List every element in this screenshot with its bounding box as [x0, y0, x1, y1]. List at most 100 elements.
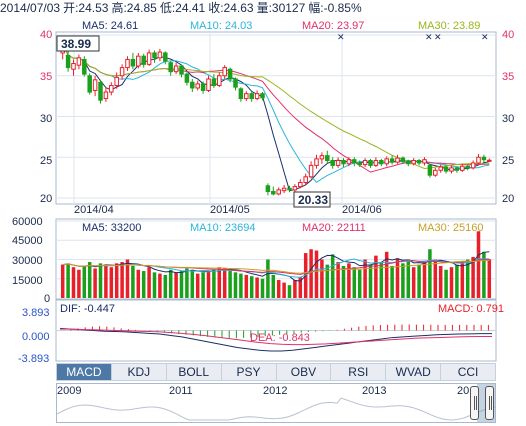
low-annotation: 20.33 [298, 193, 328, 207]
candle-body [260, 93, 265, 99]
date-label: 2014/04 [74, 204, 114, 216]
candle-body [276, 189, 281, 195]
candle-body [281, 187, 287, 192]
candle-body [325, 155, 330, 162]
tab-kdj[interactable]: KDJ [112, 364, 167, 380]
candle-body [319, 155, 325, 160]
volume-bar [357, 269, 362, 298]
volume-bar [395, 258, 400, 298]
volume-bar [363, 259, 367, 298]
volume-bar [482, 251, 486, 298]
candle-body [168, 62, 173, 73]
candle-body [368, 160, 373, 166]
candle-body [406, 160, 411, 165]
candle-body [249, 93, 254, 100]
volume-bar [438, 265, 443, 298]
quote-open: 开:24.53 [63, 1, 109, 15]
volume-bar [152, 272, 157, 298]
event-marker-icon[interactable]: ✕ [481, 33, 489, 43]
candle-body [141, 55, 146, 65]
volume-bar [406, 259, 411, 298]
tab-psy[interactable]: PSY [222, 364, 277, 380]
candle-body [373, 160, 379, 166]
volume-bar [341, 265, 346, 298]
candle-body [298, 182, 303, 188]
tab-obv[interactable]: OBV [277, 364, 332, 380]
volume-bar [104, 264, 108, 298]
ma30-line [62, 43, 490, 169]
navigator-right-handle[interactable] [485, 386, 494, 420]
tab-rsi[interactable]: RSI [331, 364, 387, 380]
candle-body [400, 157, 406, 162]
price-tick-left: 30 [40, 113, 52, 125]
candle-body [443, 166, 449, 172]
candle-body [238, 88, 244, 100]
dea-line [60, 328, 493, 346]
volume-bar [422, 262, 427, 298]
volume-bar [293, 280, 297, 298]
vol-ma10-label: MA10: 23694 [190, 222, 255, 234]
range-navigator[interactable]: 2009 2011 2012 2013 20 [56, 383, 496, 423]
indicator-tabs: MACD KDJ BOLL PSY OBV RSI WVAD CCI [56, 363, 496, 381]
candle-body [330, 160, 335, 166]
event-marker-icon[interactable]: ✕ [425, 33, 433, 43]
volume-bar [417, 264, 421, 298]
candle-body [427, 164, 433, 176]
volume-bar [136, 269, 141, 298]
candle-body [357, 162, 362, 166]
candle-body [449, 167, 454, 172]
event-marker-icon[interactable]: ✕ [337, 33, 345, 43]
volume-bar [168, 269, 173, 298]
volume-bar [109, 267, 114, 298]
vol-ma5-label: MA5: 33200 [82, 222, 141, 234]
candle-body [152, 52, 157, 59]
volume-bar [228, 271, 232, 298]
event-marker-icon[interactable]: ✕ [434, 33, 442, 43]
volume-bar [444, 269, 448, 298]
candle-body [411, 160, 416, 165]
price-tick-left: 40 [40, 29, 52, 41]
candle-body [190, 81, 195, 89]
vol-ma20-label: MA20: 22111 [302, 222, 366, 234]
volume-bar [158, 273, 162, 298]
volume-bar [190, 269, 195, 298]
navigator-left-handle[interactable] [470, 386, 479, 420]
tab-boll[interactable]: BOLL [167, 364, 222, 380]
volume-bar [449, 267, 454, 298]
volume-bar [131, 265, 135, 298]
candle-body [384, 158, 389, 165]
volume-bar [255, 277, 259, 298]
volume-bar [411, 267, 416, 298]
nav-year: 2009 [57, 385, 82, 397]
candle-body [157, 51, 163, 59]
dea-label: DEA: -0.843 [250, 332, 310, 344]
candle-body [92, 79, 98, 91]
volume-bar [201, 272, 205, 298]
price-tick-left: 35 [40, 71, 52, 83]
quote-date: 2014/07/03 [0, 1, 61, 15]
volume-bar [314, 250, 319, 298]
candle-body [87, 75, 92, 93]
candle-body [433, 169, 438, 176]
volume-moving-averages [62, 251, 490, 282]
candle-body [173, 65, 179, 73]
volume-bar [298, 277, 303, 298]
volume-bar [487, 259, 492, 298]
candle-body [103, 91, 109, 100]
price-tick-right: 30 [502, 113, 514, 125]
tab-macd[interactable]: MACD [57, 364, 112, 380]
candle-body [271, 190, 276, 195]
price-tick-left: 20 [40, 193, 52, 205]
candle-body [481, 156, 487, 161]
tab-wvad[interactable]: WVAD [386, 364, 442, 380]
volume-bar [455, 264, 459, 298]
candle-body [82, 58, 87, 75]
volume-bar [77, 269, 81, 298]
candle-body [227, 68, 233, 80]
candle-body [341, 160, 346, 165]
volume-bar [244, 274, 249, 298]
tab-cci[interactable]: CCI [457, 365, 479, 379]
date-label: 2014/06 [342, 204, 382, 216]
volume-bar [309, 249, 313, 298]
